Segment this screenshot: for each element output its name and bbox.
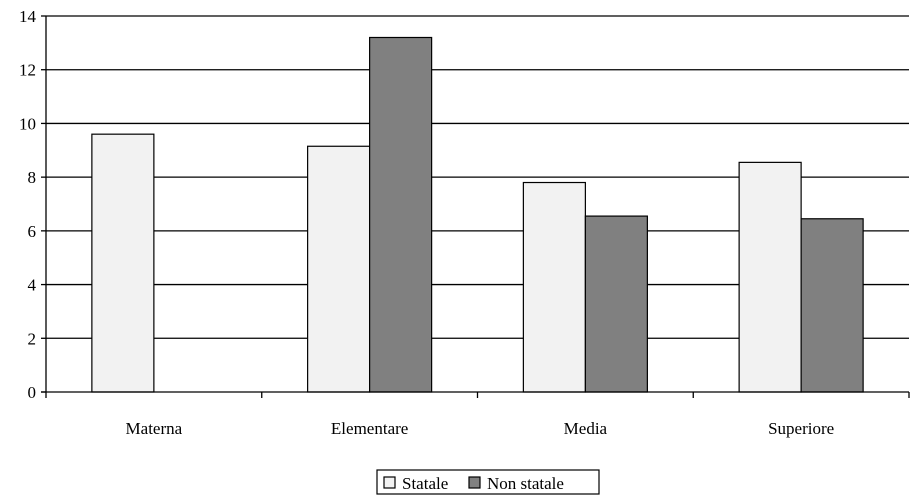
y-tick-label: 4 (28, 276, 37, 295)
y-tick-label: 2 (28, 329, 37, 348)
y-axis-ticks: 0 2 4 6 8 10 12 14 (19, 7, 46, 402)
legend-swatch-non-statale (468, 476, 481, 489)
gridlines (46, 15, 909, 339)
bar-non-statale-superiore (800, 218, 864, 393)
y-tick-label: 10 (19, 114, 36, 133)
y-tick-label: 14 (19, 7, 37, 26)
y-tick-label: 12 (19, 61, 36, 80)
legend: Statale Non statale (376, 469, 600, 495)
legend-label-non-statale: Non statale (487, 474, 564, 493)
x-category-label: Superiore (768, 419, 834, 438)
legend-box (376, 469, 600, 495)
y-tick-label: 6 (28, 222, 37, 241)
bar-non-statale-media (584, 215, 648, 393)
y-tick-label: 8 (28, 168, 37, 187)
x-category-label: Media (564, 419, 608, 438)
bar-non-statale-elementare (369, 36, 433, 393)
axes (41, 16, 910, 398)
x-axis-labels: Materna Elementare Media Superiore (126, 419, 835, 438)
bar-statale-superiore (738, 161, 802, 393)
x-category-label: Materna (126, 419, 183, 438)
bars (91, 36, 864, 393)
y-tick-label: 0 (28, 383, 37, 402)
legend-label-statale: Statale (402, 474, 448, 493)
bar-statale-elementare (307, 145, 371, 393)
bar-statale-materna (91, 133, 155, 393)
legend-swatch-statale (383, 476, 396, 489)
bar-statale-media (522, 181, 586, 393)
x-category-label: Elementare (331, 419, 408, 438)
